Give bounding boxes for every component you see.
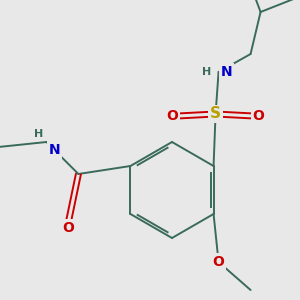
Text: N: N xyxy=(49,143,60,157)
Text: H: H xyxy=(34,129,43,139)
Text: H: H xyxy=(202,67,211,77)
Text: S: S xyxy=(210,106,221,122)
Text: O: O xyxy=(213,255,224,269)
Text: O: O xyxy=(62,221,74,235)
Text: O: O xyxy=(253,109,265,123)
Text: O: O xyxy=(167,109,178,123)
Text: N: N xyxy=(221,65,232,79)
